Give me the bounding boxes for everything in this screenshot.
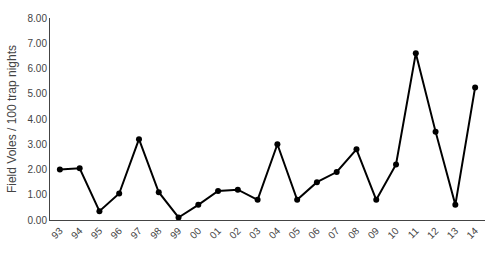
svg-text:06: 06 [306, 225, 322, 241]
svg-text:04: 04 [267, 225, 283, 241]
svg-text:94: 94 [69, 225, 85, 241]
svg-text:05: 05 [286, 225, 302, 241]
svg-text:6.00: 6.00 [28, 63, 48, 74]
svg-text:93: 93 [49, 225, 65, 241]
svg-text:07: 07 [326, 225, 342, 241]
svg-text:5.00: 5.00 [28, 88, 48, 99]
svg-text:3.00: 3.00 [28, 139, 48, 150]
svg-text:12: 12 [425, 225, 441, 241]
svg-text:14: 14 [464, 225, 480, 241]
svg-text:10: 10 [385, 225, 401, 241]
svg-text:0.00: 0.00 [28, 215, 48, 226]
svg-text:2.00: 2.00 [28, 164, 48, 175]
svg-text:09: 09 [366, 225, 382, 241]
svg-text:01: 01 [207, 225, 223, 241]
svg-text:97: 97 [128, 225, 144, 241]
svg-text:08: 08 [346, 225, 362, 241]
svg-text:02: 02 [227, 225, 243, 241]
svg-text:11: 11 [406, 225, 421, 240]
svg-text:4.00: 4.00 [28, 114, 48, 125]
svg-text:Field Voles / 100 trap nights: Field Voles / 100 trap nights [5, 45, 19, 193]
svg-text:95: 95 [89, 225, 105, 241]
svg-text:98: 98 [148, 225, 164, 241]
svg-text:99: 99 [168, 225, 184, 241]
svg-text:13: 13 [445, 225, 461, 241]
svg-text:1.00: 1.00 [28, 189, 48, 200]
svg-text:96: 96 [109, 225, 125, 241]
svg-text:03: 03 [247, 225, 263, 241]
svg-text:7.00: 7.00 [28, 38, 48, 49]
svg-text:00: 00 [188, 225, 204, 241]
svg-text:8.00: 8.00 [28, 13, 48, 24]
